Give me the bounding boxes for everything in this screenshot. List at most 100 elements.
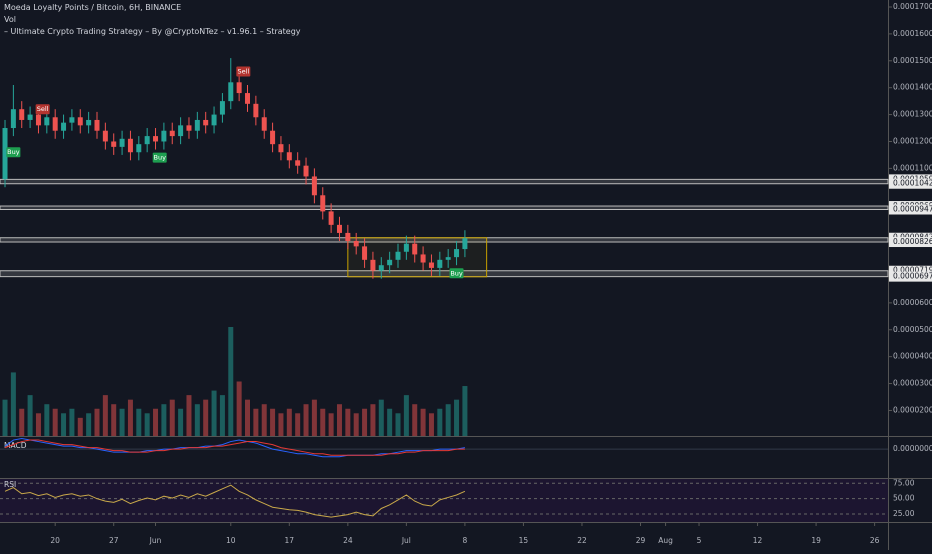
volume-bar [336,404,342,436]
candle-body [94,119,100,131]
candle-body [61,122,67,131]
candle-body [428,262,434,268]
volume-bar [211,390,217,436]
candle-body [161,130,167,142]
level-label-bg [889,204,932,215]
level-label-bg [889,265,932,276]
volume-bar [320,408,326,436]
volume-bar [437,408,443,436]
candle-body [211,114,217,126]
signal-marker [152,152,167,163]
volume-bar [245,399,251,436]
level-label-bg [889,237,932,248]
x-tick-label: 26 [870,536,880,545]
signal-marker [449,268,464,279]
x-tick-label: 24 [343,536,353,545]
candle-body [136,144,142,153]
candle-body [454,249,460,258]
volume-bar [286,408,292,436]
x-tick-label: Jul [401,536,411,545]
level-label-bg [889,178,932,189]
volume-bar [102,395,108,436]
volume-label: Vol [4,15,16,24]
level-label: 0.00006975 [893,272,932,281]
rsi-pane-bg [0,479,888,522]
candle-body [345,232,351,241]
candle-body [328,211,334,225]
symbol-title: Moeda Loyalty Points / Bitcoin, 6H, BINA… [4,3,182,12]
volume-bar [370,404,376,436]
candle-body [119,138,125,147]
candle-body [153,136,159,142]
volume-bar [186,395,192,436]
candle-body [412,243,418,255]
x-tick-label: 10 [226,536,236,545]
signal-marker [236,66,251,77]
candle-body [203,119,209,126]
candle-body [236,82,242,94]
candle-body [353,240,359,247]
candle-body [420,254,426,263]
candle-body [2,128,8,180]
volume-bar [52,408,58,436]
candle-body [186,125,192,131]
candle-body [27,114,33,120]
volume-bar [194,404,200,436]
rsi-tick-label: 75.00 [893,478,915,487]
candle-body [261,117,267,131]
volume-bar [270,408,276,436]
candle-body [228,82,234,102]
level-label: 0.00010429 [893,179,932,188]
volume-bar [362,408,368,436]
macd-tick-label: 0.00000000 [893,444,932,453]
candle-body [169,130,175,137]
candle-body [127,138,133,153]
signal-marker [35,104,50,115]
candle-body [295,160,301,166]
volume-bar [454,399,460,436]
x-tick-label: 27 [109,536,119,545]
signal-label: Sell [37,105,49,113]
candle-body [219,101,225,115]
volume-bar [261,404,267,436]
volume-bar [387,408,393,436]
volume-bar [353,413,359,436]
rsi-line [4,484,466,518]
volume-bar [295,413,301,436]
candle-body [52,117,58,131]
macd-line [4,439,465,456]
candle-body [253,103,259,118]
rsi-tick-label: 25.00 [893,509,915,518]
candle-body [395,251,401,260]
rsi-tick-label: 50.00 [893,494,915,503]
candle-body [286,152,292,161]
macd-label: MACD [4,441,27,450]
candle-body [10,109,16,129]
level-label-bg [889,271,932,282]
candle-body [194,119,200,131]
volume-bar [69,408,75,436]
volume-bar [445,404,451,436]
volume-bar [328,413,334,436]
candle-body [77,117,83,126]
candle-body [144,136,150,145]
volume-bar [462,386,468,436]
x-tick-label: 20 [50,536,60,545]
x-tick-label: 17 [285,536,295,545]
volume-bar [136,408,142,436]
signal-label: Buy [153,154,166,162]
candle-body [278,144,284,153]
candle-body [35,114,41,126]
volume-bar [77,417,83,436]
